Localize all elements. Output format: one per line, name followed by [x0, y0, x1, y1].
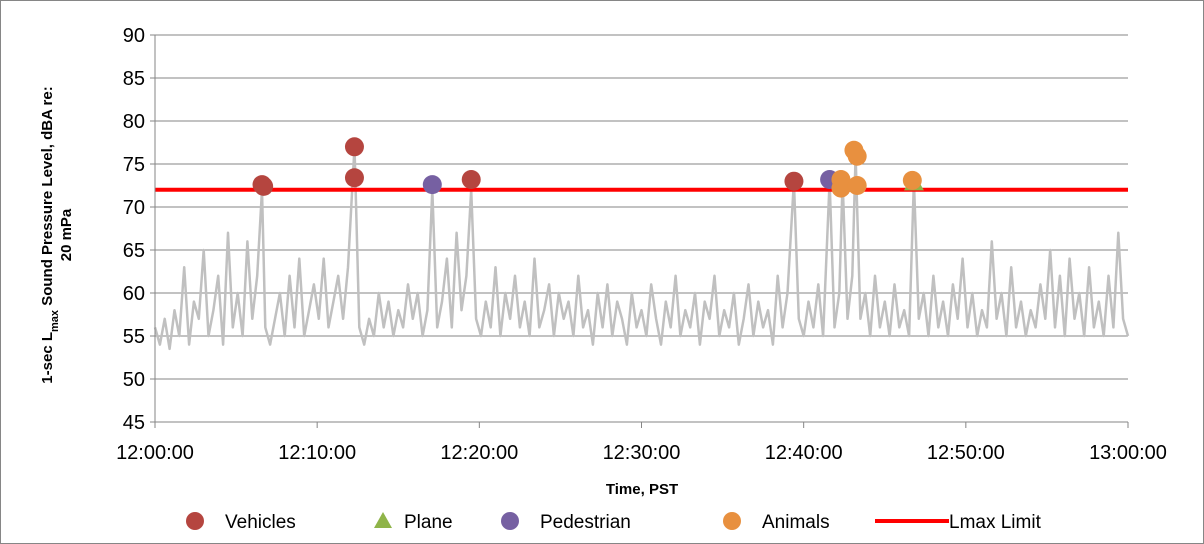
animals-point [831, 178, 851, 198]
y-axis-title-sub: max [49, 309, 61, 332]
legend-marker-animals [723, 512, 741, 530]
legend-label-pedestrian: Pedestrian [540, 512, 631, 533]
pedestrian-point [422, 175, 442, 195]
vehicles-point [344, 137, 364, 157]
legend-marker-pedestrian [501, 512, 519, 530]
y-tick-label: 60 [123, 283, 145, 305]
y-tick-label: 75 [123, 154, 145, 176]
y-tick-label: 45 [123, 412, 145, 434]
y-tick-label: 85 [123, 68, 145, 90]
y-axis-title-part2: Sound Pressure Level, dBA re: [39, 86, 56, 310]
y-axis-title-line2: 20 mPa [58, 208, 75, 261]
vehicles-point [461, 169, 481, 189]
legend-label-lmax-limit: Lmax Limit [949, 512, 1042, 533]
lmax-trace-line [153, 145, 1130, 351]
svg-text:1-sec Lmax Sound Pressure Leve: 1-sec Lmax Sound Pressure Level, dBA re: [39, 86, 61, 383]
x-tick-label: 12:40:00 [765, 442, 843, 464]
x-axis-title: Time, PST [606, 481, 678, 498]
x-tick-label: 12:20:00 [440, 442, 518, 464]
axis-layer [150, 34, 1129, 428]
x-tick-label: 12:00:00 [116, 442, 194, 464]
legend-marker-plane [374, 512, 392, 528]
y-axis-title: 1-sec Lmax Sound Pressure Level, dBA re:… [39, 86, 75, 383]
x-tick-label: 12:30:00 [603, 442, 681, 464]
animals-point [902, 170, 922, 190]
legend: Vehicles Plane Pedestrian Animals Lmax Limit [186, 512, 1042, 533]
animals-point [847, 176, 867, 195]
y-tick-label: 50 [123, 369, 145, 391]
x-tick-label: 13:00:00 [1089, 442, 1167, 464]
animals-point [847, 146, 867, 166]
legend-label-vehicles: Vehicles [225, 512, 296, 533]
vehicles-point [254, 176, 274, 196]
vehicles-point [784, 171, 804, 191]
y-tick-label: 65 [123, 240, 145, 262]
y-tick-label: 80 [123, 111, 145, 133]
y-axis-title-part1: 1-sec L [39, 332, 56, 384]
vehicles-point [344, 168, 364, 188]
y-tick-label: 90 [123, 25, 145, 47]
legend-marker-vehicles [186, 512, 204, 530]
y-tick-label: 55 [123, 326, 145, 348]
label-layer: 45 50 55 60 65 70 75 80 85 90 12:00:00 12:10:00 12:2… [116, 25, 1167, 464]
trace-layer [153, 145, 1130, 351]
x-tick-label: 12:50:00 [927, 442, 1005, 464]
legend-label-animals: Animals [762, 512, 830, 533]
legend-label-plane: Plane [404, 512, 453, 533]
x-tick-label: 12:10:00 [278, 442, 356, 464]
y-tick-label: 70 [123, 197, 145, 219]
marker-layer [252, 137, 924, 198]
